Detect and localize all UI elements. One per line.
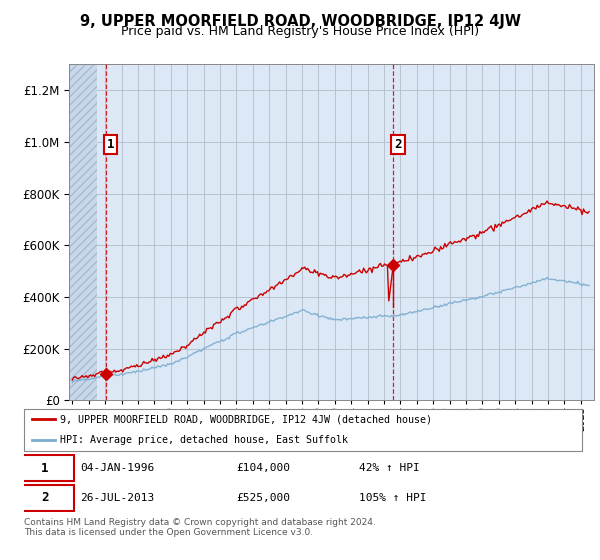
- Bar: [69, 64, 97, 400]
- Text: 2: 2: [41, 491, 49, 504]
- FancyBboxPatch shape: [16, 485, 74, 511]
- Text: 9, UPPER MOORFIELD ROAD, WOODBRIDGE, IP12 4JW: 9, UPPER MOORFIELD ROAD, WOODBRIDGE, IP1…: [79, 14, 521, 29]
- Text: Contains HM Land Registry data © Crown copyright and database right 2024.
This d: Contains HM Land Registry data © Crown c…: [24, 518, 376, 538]
- Text: £525,000: £525,000: [236, 493, 290, 503]
- Text: Price paid vs. HM Land Registry's House Price Index (HPI): Price paid vs. HM Land Registry's House …: [121, 25, 479, 38]
- FancyBboxPatch shape: [24, 409, 582, 451]
- Text: 04-JAN-1996: 04-JAN-1996: [80, 463, 154, 473]
- Text: 2: 2: [395, 138, 402, 151]
- Text: HPI: Average price, detached house, East Suffolk: HPI: Average price, detached house, East…: [60, 435, 348, 445]
- Text: 26-JUL-2013: 26-JUL-2013: [80, 493, 154, 503]
- Text: 1: 1: [107, 138, 114, 151]
- Text: 9, UPPER MOORFIELD ROAD, WOODBRIDGE, IP12 4JW (detached house): 9, UPPER MOORFIELD ROAD, WOODBRIDGE, IP1…: [60, 414, 432, 424]
- Text: 1: 1: [41, 462, 49, 475]
- Text: 105% ↑ HPI: 105% ↑ HPI: [359, 493, 426, 503]
- FancyBboxPatch shape: [16, 455, 74, 481]
- Text: 42% ↑ HPI: 42% ↑ HPI: [359, 463, 419, 473]
- Text: £104,000: £104,000: [236, 463, 290, 473]
